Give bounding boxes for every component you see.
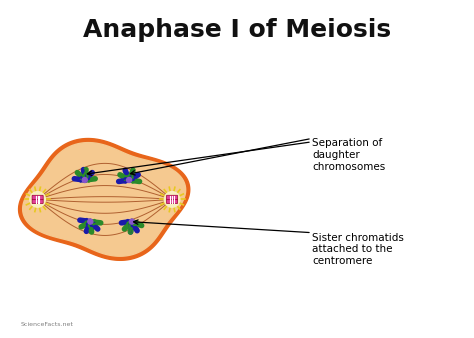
FancyBboxPatch shape (166, 195, 178, 200)
Circle shape (82, 177, 87, 183)
Circle shape (127, 177, 132, 183)
FancyBboxPatch shape (166, 199, 178, 203)
Circle shape (129, 219, 134, 224)
FancyBboxPatch shape (32, 195, 43, 200)
Polygon shape (18, 139, 190, 260)
Text: Sister chromatids
attached to the
centromere: Sister chromatids attached to the centro… (312, 233, 404, 266)
Polygon shape (23, 143, 186, 256)
Text: Anaphase I of Meiosis: Anaphase I of Meiosis (83, 18, 391, 43)
Circle shape (30, 192, 46, 207)
FancyBboxPatch shape (32, 199, 43, 203)
Text: Separation of
daughter
chromosomes: Separation of daughter chromosomes (312, 139, 385, 172)
Circle shape (164, 192, 180, 207)
Text: ScienceFacts.net: ScienceFacts.net (21, 322, 74, 327)
Circle shape (88, 219, 93, 224)
